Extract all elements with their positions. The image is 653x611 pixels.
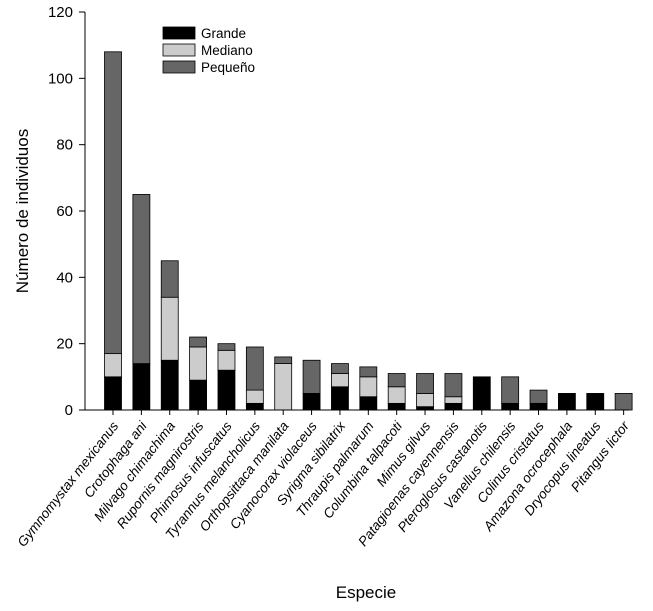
bar-segment (302, 393, 321, 411)
legend-label: Pequeño (201, 60, 255, 75)
y-axis-label: Número de individuos (13, 129, 32, 293)
y-tick-label: 40 (56, 269, 73, 286)
bar-segment (501, 376, 520, 404)
bar-segment (217, 369, 236, 411)
bar-segment (529, 402, 548, 411)
bar-segment (416, 373, 434, 394)
bar-segment (245, 346, 264, 391)
bar-segment (104, 353, 122, 378)
x-axis-label: Especie (336, 583, 396, 602)
y-ticks-layer: 0 20 40 60 80 100 120 (48, 4, 85, 419)
bar-segment (132, 194, 151, 364)
bar-segment (160, 260, 179, 298)
bar-segment (614, 393, 633, 411)
bar-segment (501, 402, 520, 411)
bar-segment (331, 386, 349, 411)
bar-segment (274, 363, 293, 411)
y-tick-label: 60 (56, 203, 73, 220)
bar-segment (331, 373, 349, 388)
bar-segment (104, 51, 122, 355)
legend: Grande Mediano Pequeño (162, 26, 255, 75)
bar-segment (274, 356, 293, 364)
bar-segment (160, 296, 179, 361)
bar-segment (557, 393, 576, 411)
bar-segment (189, 346, 208, 381)
bar-segment (416, 393, 434, 408)
bar-segment (359, 396, 378, 411)
y-tick-label: 80 (56, 137, 73, 154)
bar-segment (387, 386, 406, 404)
bar-segment (472, 376, 491, 411)
bar-segment (302, 359, 321, 394)
bar-segment (331, 363, 349, 374)
bar-segment (444, 373, 463, 398)
bar-segment (444, 396, 463, 404)
bars-layer (104, 51, 633, 411)
legend-swatch (162, 26, 196, 40)
bar-segment (387, 373, 406, 388)
bar-segment (359, 366, 378, 378)
bar-segment (444, 402, 463, 411)
bar-segment (160, 359, 179, 411)
bar-segment (529, 389, 548, 404)
y-tick-label: 100 (48, 70, 73, 87)
bar-segment (586, 393, 605, 411)
bar-segment (217, 349, 236, 371)
legend-label: Grande (201, 26, 246, 41)
bar-segment (359, 376, 378, 398)
y-tick-label: 0 (65, 402, 73, 419)
bar-segment (217, 343, 236, 351)
bar-segment (189, 336, 208, 348)
bar-segment (245, 389, 264, 404)
bar-segment (387, 402, 406, 411)
y-tick-label: 20 (56, 336, 73, 353)
legend-label: Mediano (201, 43, 253, 58)
y-tick-label: 120 (48, 4, 73, 21)
legend-swatch (162, 43, 196, 57)
bar-segment (104, 376, 122, 411)
bar-segment (132, 363, 151, 411)
legend-swatch (162, 60, 196, 74)
bar-segment (245, 402, 264, 411)
bar-segment (189, 379, 208, 411)
